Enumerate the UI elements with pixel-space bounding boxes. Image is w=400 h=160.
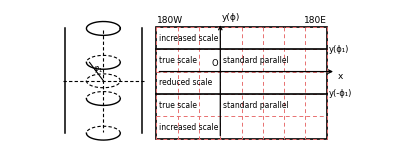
Text: standard parallel: standard parallel — [223, 100, 289, 110]
Text: O: O — [211, 60, 218, 68]
Text: true scale: true scale — [159, 56, 197, 65]
Text: increased scale: increased scale — [159, 123, 218, 132]
Bar — [156, 27, 327, 139]
Text: reduced scale: reduced scale — [159, 78, 212, 87]
Text: 180W: 180W — [156, 16, 183, 25]
Text: y(ϕ): y(ϕ) — [222, 12, 240, 21]
Text: x: x — [338, 72, 343, 81]
Text: y(ϕ₁): y(ϕ₁) — [329, 45, 349, 54]
Text: y(-ϕ₁): y(-ϕ₁) — [329, 89, 352, 98]
Text: 180E: 180E — [304, 16, 327, 25]
Text: true scale: true scale — [159, 100, 197, 110]
Text: increased scale: increased scale — [159, 34, 218, 43]
Text: $\varphi_1$: $\varphi_1$ — [92, 64, 102, 75]
Text: standard parallel: standard parallel — [223, 56, 289, 65]
